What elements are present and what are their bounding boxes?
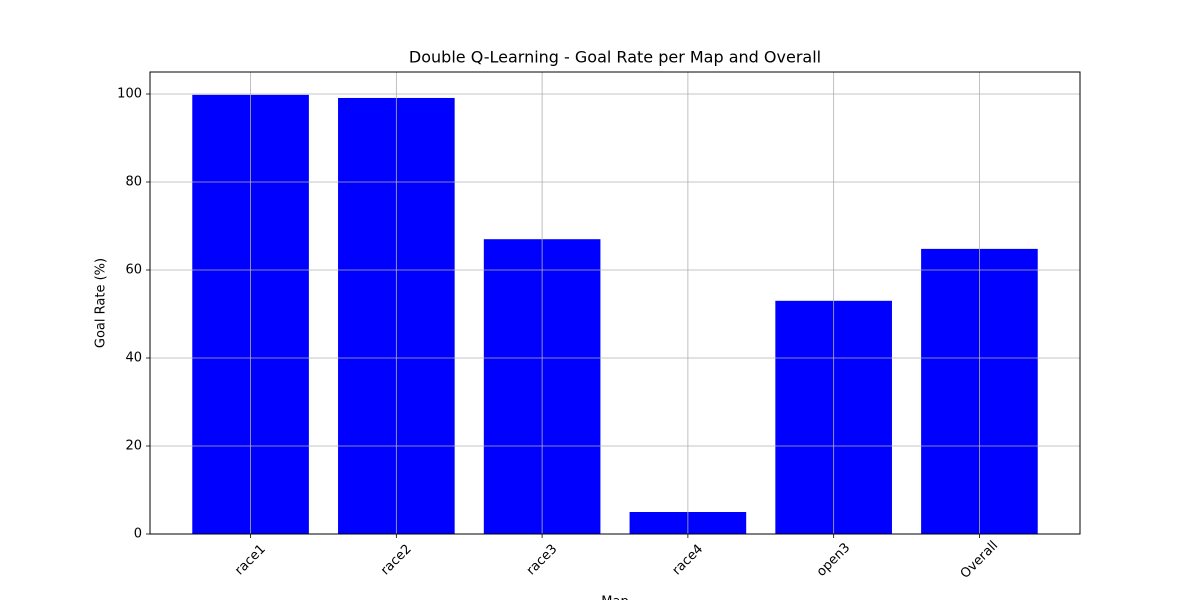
y-axis-label: Goal Rate (%) [94, 258, 109, 348]
x-tick-label: race2 [378, 542, 415, 579]
chart-title: Double Q-Learning - Goal Rate per Map an… [409, 48, 821, 67]
y-tick-label: 40 [125, 351, 142, 366]
y-tick-label: 20 [125, 439, 142, 454]
x-tick-label: open3 [814, 540, 853, 579]
y-tick-label: 60 [125, 263, 142, 278]
y-tick-label: 80 [125, 175, 142, 190]
plot-frame [149, 71, 1081, 535]
x-tick-label: race3 [524, 542, 561, 579]
y-tick-label: 0 [134, 527, 142, 542]
x-tick-label: race4 [670, 542, 707, 579]
x-tick-label: Overall [958, 538, 1001, 581]
y-tick-label: 100 [117, 87, 142, 102]
x-tick-label: race1 [232, 542, 269, 579]
x-axis-label: Map [601, 595, 628, 600]
